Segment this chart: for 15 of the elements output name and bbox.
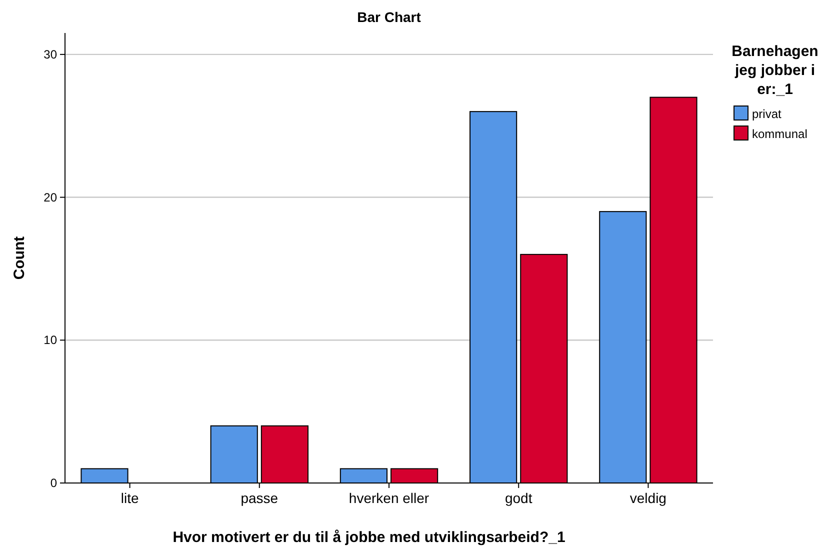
x-tick-label: hverken eller [348, 490, 430, 506]
x-tick-label: veldig [630, 490, 666, 506]
legend-title: Barnehagen jeg jobber i er:_1 [732, 43, 818, 98]
y-tick-label: 0 [50, 476, 58, 490]
x-tick-label: passe [240, 490, 278, 506]
y-tick-label: 20 [44, 190, 58, 204]
y-tick-label: 30 [44, 47, 58, 62]
y-tick-label: 10 [44, 333, 58, 348]
legend-label: privat [752, 107, 782, 121]
chart-title: Bar Chart [357, 9, 422, 25]
x-tick-label: godt [504, 490, 532, 506]
legend-label: kommunal [752, 127, 808, 141]
x-axis-title: Hvor motivert er du til å jobbe med utviklingsarbeid?_1 [172, 529, 566, 546]
x-tick-label: lite [120, 490, 139, 506]
y-axis-title: Count [11, 236, 28, 280]
